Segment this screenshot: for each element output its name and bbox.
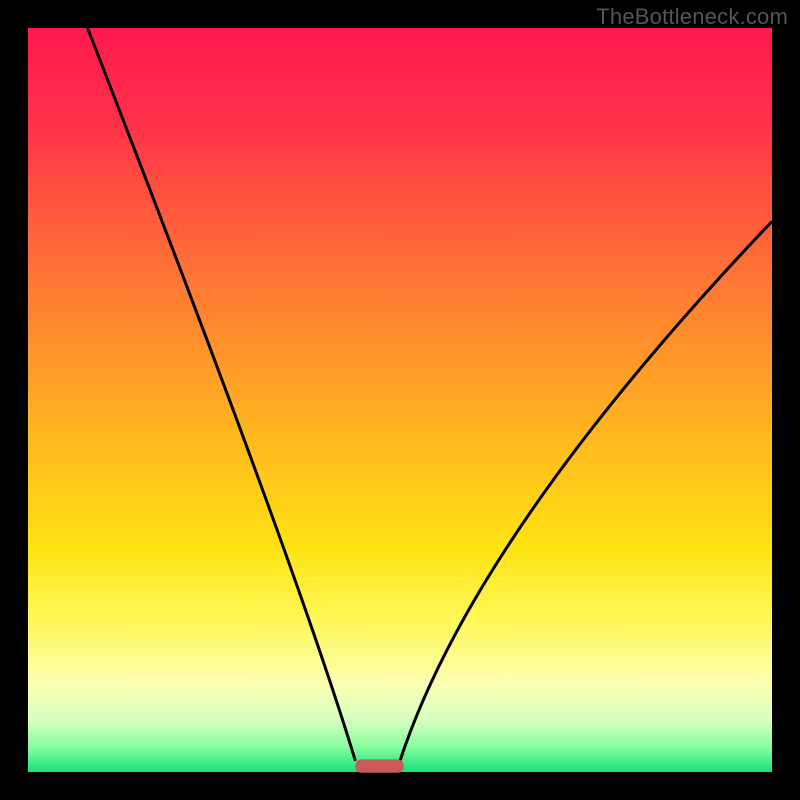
- plot-area: [28, 28, 772, 772]
- target-marker: [355, 759, 403, 772]
- watermark-text: TheBottleneck.com: [596, 4, 788, 30]
